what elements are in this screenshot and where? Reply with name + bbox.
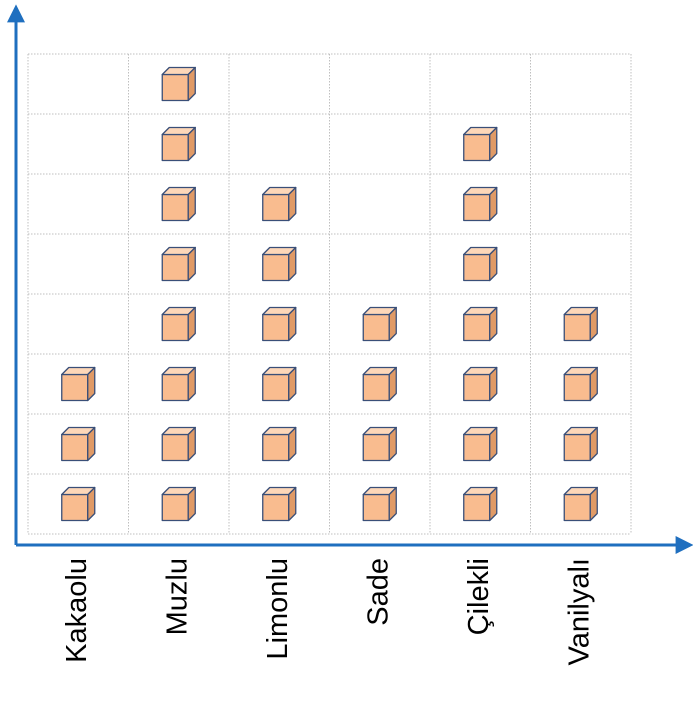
category-label: Kakaolu xyxy=(61,558,93,663)
cube-icon xyxy=(161,186,196,222)
grid xyxy=(27,53,632,535)
cube-icon xyxy=(262,366,297,402)
cube-icon xyxy=(161,306,196,342)
cube-icon xyxy=(563,306,598,342)
cube-icon xyxy=(262,246,297,282)
cube-icon xyxy=(463,486,498,522)
category-labels: Kakaolu Muzlu Limonlu Sade Çilekli Vanilyalı xyxy=(61,558,596,665)
cube-icon xyxy=(362,366,397,402)
cube-icon xyxy=(61,426,96,462)
cube-icon xyxy=(463,186,498,222)
cube-icon xyxy=(262,186,297,222)
cube-icon xyxy=(161,66,196,102)
cube-icon xyxy=(362,426,397,462)
cube-icon xyxy=(362,306,397,342)
cube-icon xyxy=(61,366,96,402)
cube-icon xyxy=(262,306,297,342)
cube-icon xyxy=(161,366,196,402)
cube-icon xyxy=(563,366,598,402)
cube-icon xyxy=(161,246,196,282)
cube-icon xyxy=(463,246,498,282)
category-label: Vanilyalı xyxy=(563,558,595,665)
cube-icon xyxy=(161,486,196,522)
cube-icon xyxy=(262,426,297,462)
cube-icon xyxy=(563,486,598,522)
cube-icon xyxy=(161,126,196,162)
category-label: Çilekli xyxy=(463,558,495,635)
cube-icon xyxy=(262,486,297,522)
cube-icon xyxy=(362,486,397,522)
category-label: Muzlu xyxy=(161,558,193,635)
category-label: Limonlu xyxy=(262,558,294,660)
cube-icon xyxy=(563,426,598,462)
cube-icon xyxy=(463,426,498,462)
cubes xyxy=(61,66,598,522)
cube-icon xyxy=(463,126,498,162)
cube-icon xyxy=(161,426,196,462)
cube-icon xyxy=(463,366,498,402)
category-label: Sade xyxy=(362,558,394,626)
axes xyxy=(7,4,693,554)
cube-icon xyxy=(61,486,96,522)
cube-icon xyxy=(463,306,498,342)
